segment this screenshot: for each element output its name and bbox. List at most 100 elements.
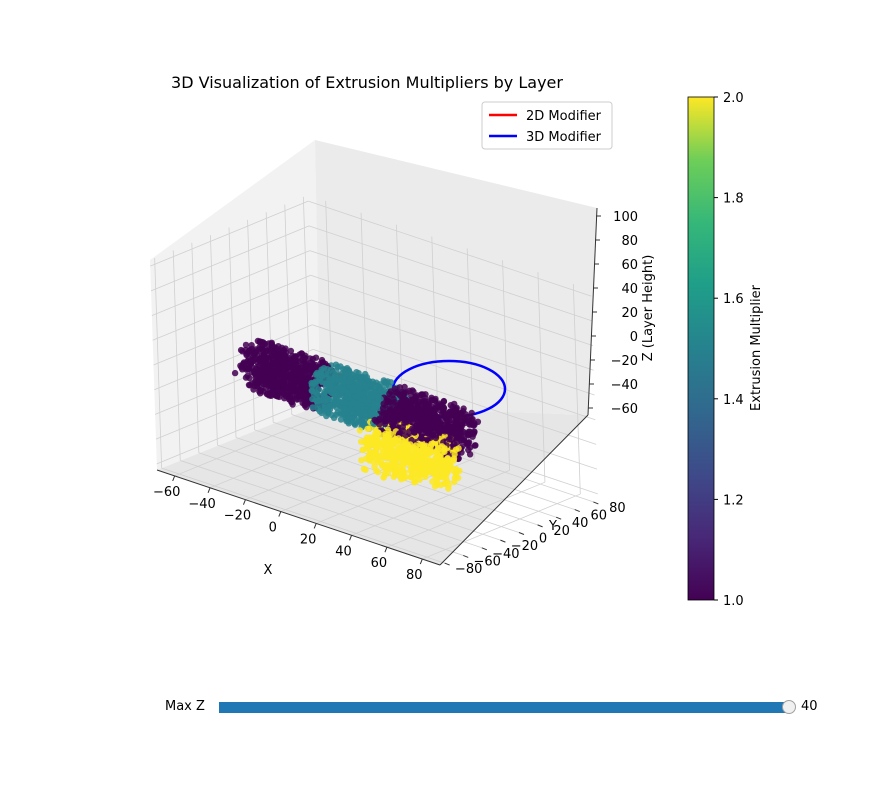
slider-handle[interactable] [782, 700, 796, 714]
scatter-point [358, 378, 365, 386]
scatter-point [300, 360, 308, 367]
scatter-point [407, 463, 414, 470]
y-tick-mark [518, 532, 525, 535]
scatter-point [287, 347, 295, 355]
y-tick-label: −20 [511, 539, 538, 554]
scatter-point [450, 457, 457, 464]
slider-value: 40 [801, 699, 818, 714]
scatter-point [441, 448, 448, 455]
x-axis-label: X [264, 563, 273, 578]
scatter-point [387, 430, 394, 438]
scatter-point [312, 388, 319, 395]
scatter-point [430, 421, 437, 428]
scatter-point [432, 434, 440, 442]
scatter-point [288, 393, 296, 400]
max-z-slider: Max Z 40 [0, 690, 876, 726]
scatter-point [453, 412, 460, 420]
grid-line-z [313, 349, 597, 445]
scatter-point [289, 365, 296, 372]
scatter-point [366, 442, 373, 449]
scatter-point [389, 392, 396, 399]
scatter-point [433, 476, 441, 483]
x-tick-mark [349, 535, 353, 541]
scatter-point [365, 410, 373, 418]
x-tick-label: 80 [406, 568, 423, 583]
grid-line-z [151, 250, 311, 316]
scatter-point [440, 404, 448, 412]
legend-label-3d: 3D Modifier [526, 130, 602, 145]
x-tick-label: 0 [269, 521, 277, 536]
scatter-point [379, 411, 386, 419]
grid-line-y [161, 467, 445, 564]
scatter-point [427, 407, 434, 415]
z-tick-label: 0 [630, 330, 638, 345]
y-axis-line [439, 414, 589, 566]
scatter-point [387, 444, 394, 452]
scatter-point [466, 451, 474, 458]
scatter-point [323, 380, 330, 388]
scatter-point [313, 364, 320, 372]
z-tick-label: −60 [611, 402, 638, 417]
scatter-point [341, 398, 348, 406]
scatter-point [444, 466, 451, 474]
grid-line-z [312, 324, 596, 421]
scatter-point [268, 348, 275, 355]
scatter-point [399, 460, 406, 467]
scatter-point [394, 389, 401, 396]
scatter-point [420, 443, 427, 450]
grid-line-y [235, 437, 520, 533]
scatter-point [393, 467, 400, 474]
grid-line-z [309, 250, 593, 346]
scatter-point [391, 398, 398, 406]
scatter-point [328, 383, 335, 390]
scatter-point [456, 426, 463, 433]
slider-track[interactable] [219, 702, 789, 713]
x-tick-label: 40 [335, 544, 352, 559]
scatter-point [277, 356, 284, 364]
grid-line-z [150, 225, 310, 292]
floor-pane [157, 405, 588, 565]
scatter-point [461, 416, 468, 423]
grid-line-z [156, 398, 315, 465]
scatter-point [387, 379, 395, 386]
scatter-point [392, 411, 399, 419]
scatter-point [259, 348, 267, 355]
scatter-point [256, 338, 264, 345]
y-tick-label: 40 [572, 516, 589, 531]
x-tick-label: −60 [153, 485, 180, 500]
axes-panes [150, 140, 597, 565]
scatter-point [231, 369, 239, 377]
scatter-point [374, 393, 381, 400]
scatter-point [376, 387, 384, 394]
colorbar-gradient [687, 96, 715, 601]
scatter-point [364, 397, 371, 405]
scatter-point [336, 377, 344, 384]
scatter-point [349, 383, 357, 391]
scatter-point [377, 458, 385, 466]
scatter-point [252, 378, 260, 385]
scatter-point [356, 389, 363, 396]
scatter-point [382, 466, 390, 473]
grid-line-z [308, 200, 592, 297]
scatter-point [280, 390, 288, 398]
chart-title: 3D Visualization of Extrusion Multiplier… [171, 73, 563, 92]
scatter-point [359, 446, 366, 454]
scatter-point [441, 457, 448, 465]
scatter-point [257, 370, 265, 377]
scatter-point [288, 379, 295, 386]
scatter-point [299, 394, 306, 401]
x-tick-mark [172, 475, 176, 482]
colorbar-tick-label: 1.2 [723, 493, 744, 508]
scatter-point [298, 379, 305, 386]
z-tick-label: 60 [621, 258, 638, 273]
slider-label: Max Z [165, 699, 205, 714]
x-tick-mark [278, 511, 282, 517]
scatter-point [420, 461, 427, 468]
scatter-point [268, 381, 275, 388]
scatter-point [344, 389, 352, 397]
scatter-point [243, 351, 250, 359]
y-axis-label: Y [548, 519, 557, 534]
colorbar-tick-label: 1.8 [723, 192, 744, 207]
grid-line-y [198, 452, 482, 549]
y-tick-mark [481, 547, 488, 551]
